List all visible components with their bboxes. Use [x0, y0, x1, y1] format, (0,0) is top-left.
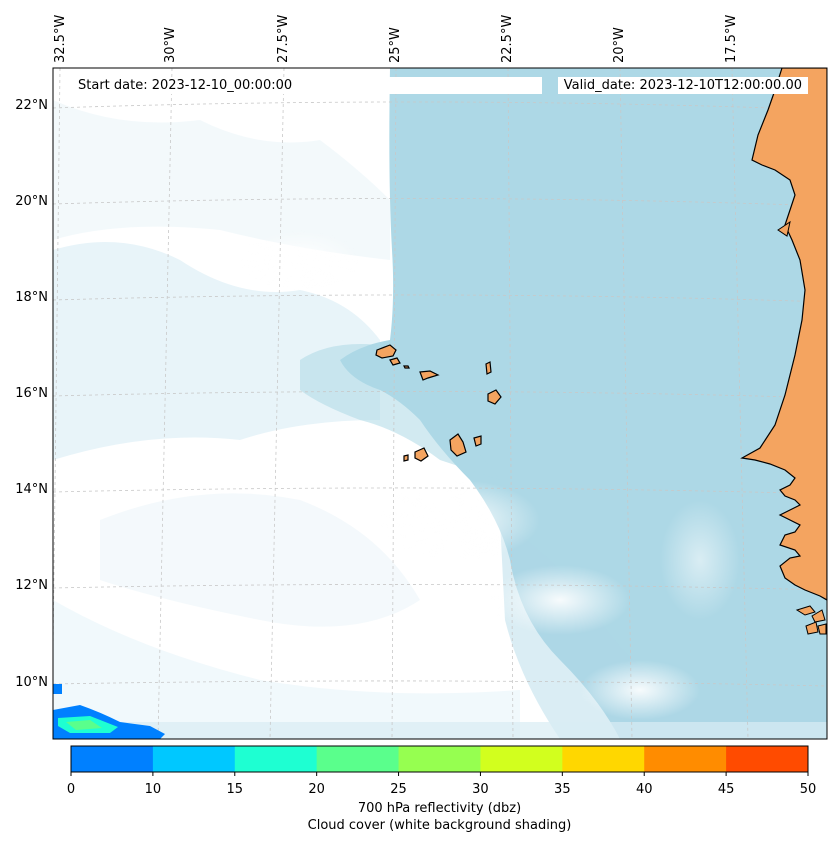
bissagos-islands [795, 605, 827, 635]
map-frame [52, 67, 828, 740]
lon-label: 30°W [163, 27, 178, 63]
colorbar-bin [316, 746, 400, 772]
colorbar-tick-label: 25 [390, 782, 407, 797]
lon-label: 32.5°W [53, 14, 68, 63]
lon-label: 17.5°W [724, 14, 739, 63]
colorbar-tick-label: 15 [226, 782, 244, 797]
colorbar-tick-label: 35 [554, 782, 571, 797]
cloud-cover-light [53, 100, 520, 739]
colorbar-bin [726, 746, 809, 772]
colorbar-bin [562, 746, 645, 772]
colorbar-tick-label: 40 [635, 782, 653, 797]
cape-verde-islands [375, 344, 502, 462]
coastal-inlet [777, 220, 791, 237]
colorbar-bin [234, 746, 318, 772]
start-date-banner: Start date: 2023-12-10_00:00:00 [72, 77, 542, 94]
cloud-strip-bottom [53, 722, 827, 739]
lon-label: 27.5°W [276, 14, 291, 63]
reflectivity-patch [53, 684, 165, 739]
colorbar-tick-label: 30 [472, 782, 489, 797]
colorbar-tick-label: 0 [66, 782, 76, 797]
lon-label: 20°W [612, 27, 627, 63]
lat-label: 18°N [15, 290, 48, 305]
colorbar-sublabel: Cloud cover (white background shading) [307, 818, 572, 833]
colorbar-bin [480, 746, 563, 772]
colorbar-tick-label: 20 [308, 782, 325, 797]
colorbar [71, 746, 809, 772]
lat-label: 16°N [15, 386, 48, 401]
cloud-wisps [240, 230, 740, 720]
colorbar-bin [398, 746, 481, 772]
africa-landmass [740, 68, 827, 601]
valid-date-banner: Valid_date: 2023-12-10T12:00:00.00 [557, 77, 808, 94]
lat-label: 22°N [15, 98, 48, 113]
lon-label: 25°W [388, 27, 403, 63]
colorbar-label: 700 hPa reflectivity (dbz) [357, 801, 522, 816]
colorbar-tick-label: 50 [799, 782, 817, 797]
colorbar-bin [71, 746, 154, 772]
colorbar-bin [644, 746, 727, 772]
lat-label: 10°N [15, 675, 48, 690]
lon-label: 22.5°W [500, 14, 515, 63]
colorbar-tick-marks [70, 772, 809, 776]
colorbar-bin [152, 746, 236, 772]
colorbar-tick-label: 10 [144, 782, 162, 797]
colorbar-frame [70, 745, 809, 773]
colorbar-tick-label: 45 [717, 782, 735, 797]
lat-label: 14°N [15, 482, 48, 497]
lat-label: 12°N [15, 578, 48, 593]
lat-label: 20°N [15, 194, 48, 209]
